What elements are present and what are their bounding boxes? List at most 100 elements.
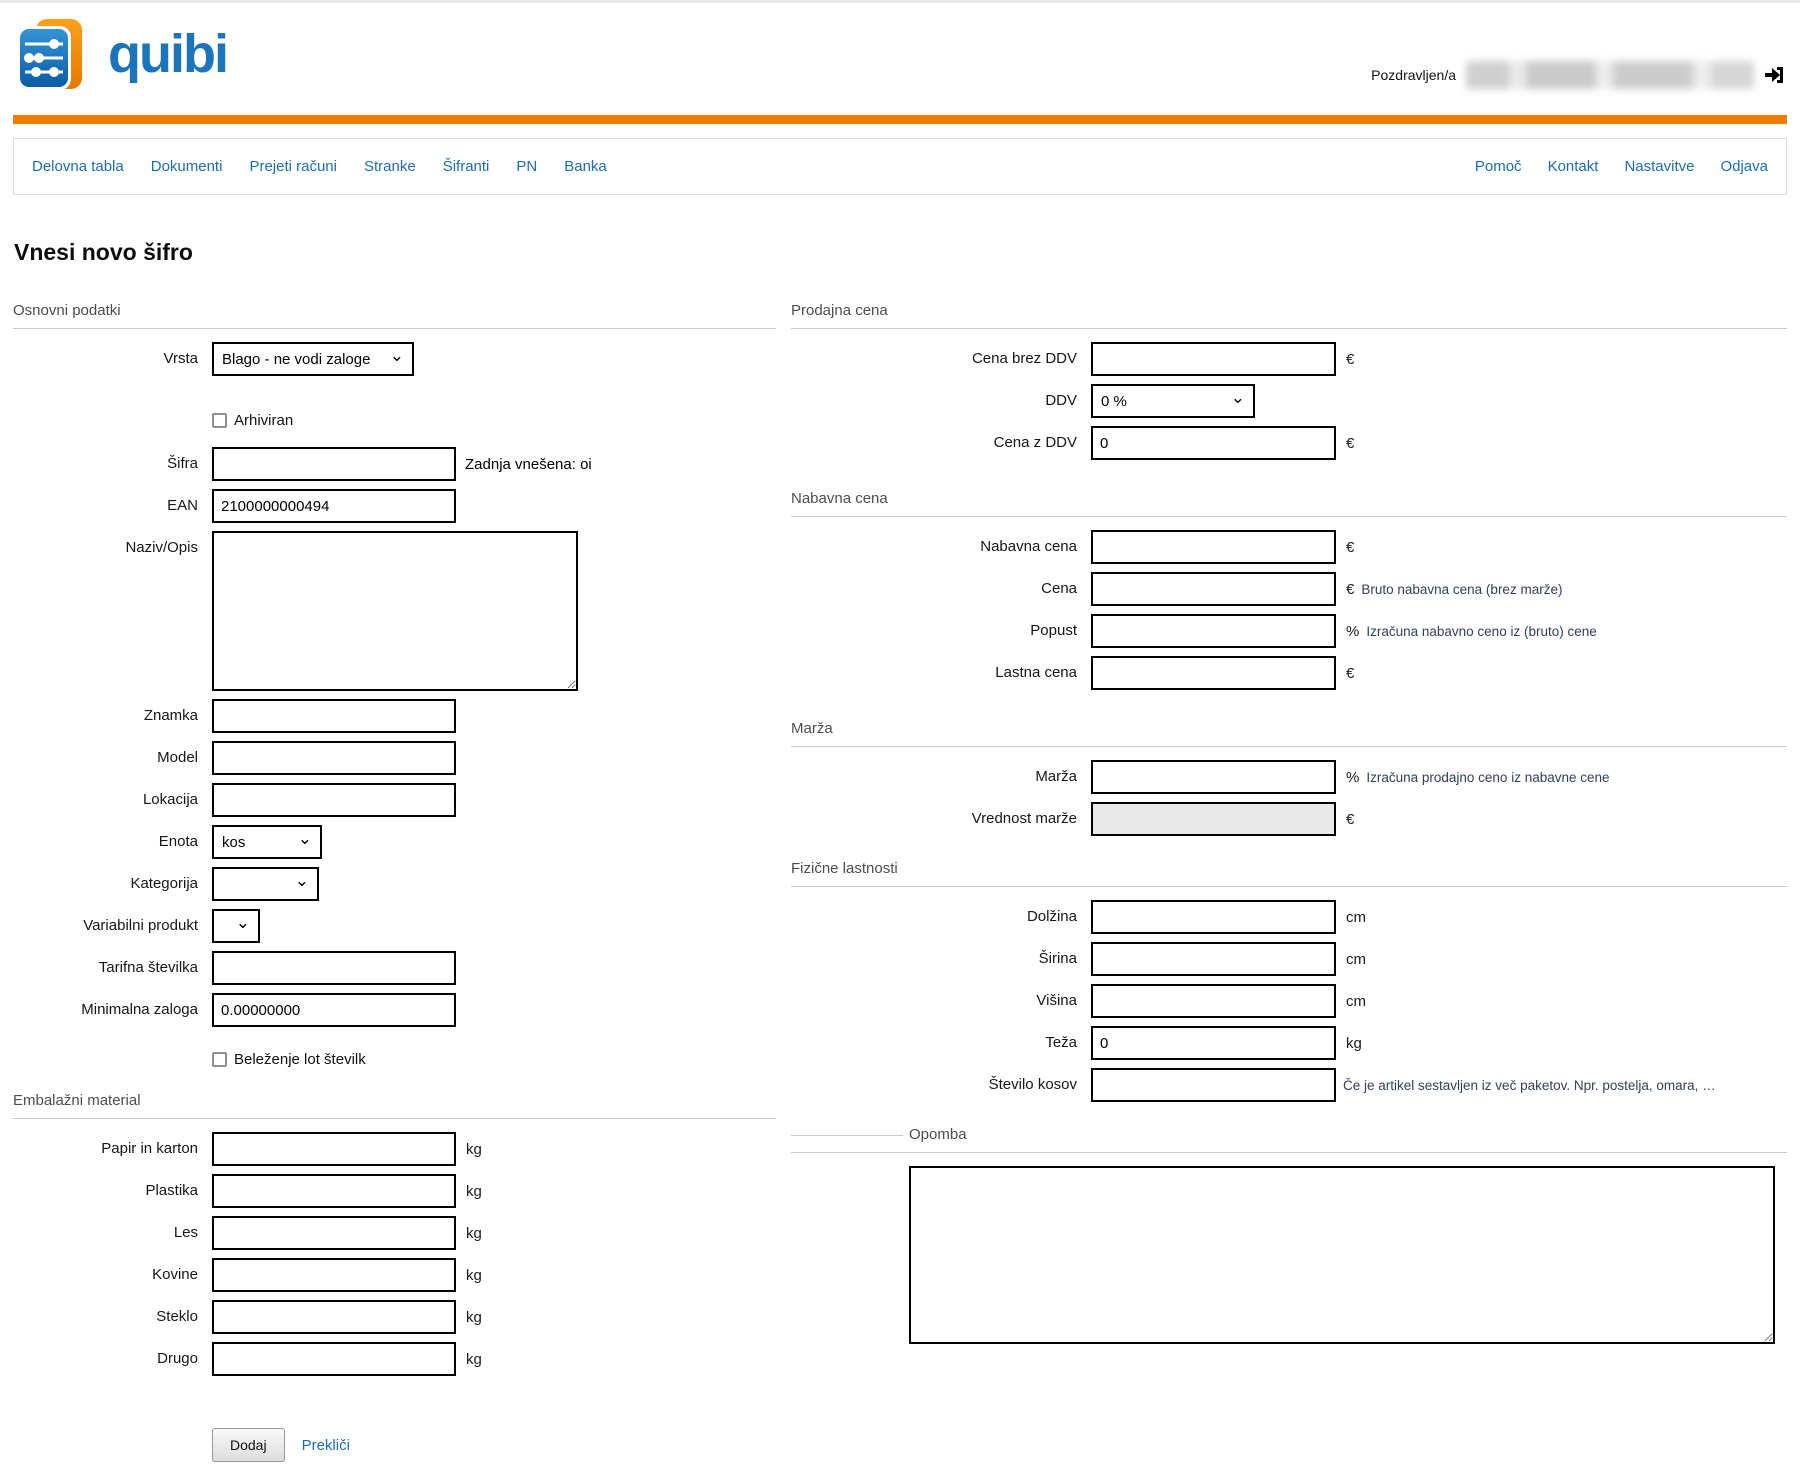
papir-in-karton-label: Papir in karton [101,1140,198,1157]
nav-item-stranke[interactable]: Stranke [363,158,416,175]
main-nav: Delovna tabla Dokumenti Prejeti računi S… [13,138,1787,195]
ddv-select[interactable]: 0 % ⌄ [1091,384,1255,418]
les-unit: kg [466,1224,482,1242]
nav-item-banka[interactable]: Banka [564,158,607,175]
cena-z-ddv-unit: € [1346,434,1355,452]
sifra-note: Zadnja vnešena: oi [465,455,592,473]
plastika-input[interactable] [212,1174,456,1208]
stevilo-kosov-hint: Če je artikel sestavljen iz več paketov.… [1343,1077,1716,1093]
belezenje-lot-checkbox[interactable] [212,1052,227,1067]
nabavna-cena-input[interactable] [1091,530,1336,564]
dolzina-input[interactable] [1091,900,1336,934]
teza-unit: kg [1346,1034,1362,1052]
vrednost-marze-input [1091,802,1336,836]
kategorija-select[interactable]: ⌄ [212,867,319,901]
opomba-textarea[interactable] [909,1166,1775,1344]
marza-input[interactable] [1091,760,1336,794]
kovine-input[interactable] [212,1258,456,1292]
lokacija-label: Lokacija [142,791,198,808]
cena-brez-ddv-unit: € [1346,350,1355,368]
cena-unit: € [1346,580,1355,598]
teza-label: Teža [1045,1034,1077,1051]
chevron-down-icon: ⌄ [389,346,404,365]
arhiviran-checkbox[interactable] [212,413,227,428]
preklici-link[interactable]: Prekliči [301,1436,350,1454]
vrednost-marze-label: Vrednost marže [971,810,1077,827]
vrsta-select[interactable]: Blago - ne vodi zaloge ⌄ [212,342,414,376]
nav-item-sifranti[interactable]: Šifranti [442,158,490,175]
nav-item-odjava[interactable]: Odjava [1720,158,1768,175]
cena-input[interactable] [1091,572,1336,606]
accent-bar [13,115,1787,124]
stevilo-kosov-label: Število kosov [988,1076,1077,1093]
enota-label: Enota [158,833,198,850]
drugo-unit: kg [466,1350,482,1368]
nav-item-nastavitve[interactable]: Nastavitve [1624,158,1695,175]
variabilni-produkt-label: Variabilni produkt [83,917,198,934]
ean-input[interactable] [212,489,456,523]
lastna-cena-unit: € [1346,664,1355,682]
nav-item-prejeti-racuni[interactable]: Prejeti računi [249,158,337,175]
minimalna-zaloga-input[interactable] [212,993,456,1027]
lastna-cena-input[interactable] [1091,656,1336,690]
sifra-label: Šifra [167,455,198,472]
logout-icon[interactable] [1764,66,1784,84]
dolzina-unit: cm [1346,908,1366,926]
sirina-input[interactable] [1091,942,1336,976]
chevron-down-icon: ⌄ [235,913,250,932]
drugo-input[interactable] [212,1342,456,1376]
cena-brez-ddv-label: Cena brez DDV [971,350,1077,367]
visina-input[interactable] [1091,984,1336,1018]
tarifna-stevilka-input[interactable] [212,951,456,985]
naziv-textarea[interactable] [212,531,578,691]
variabilni-produkt-select[interactable]: ⌄ [212,909,260,943]
marza-unit: % [1346,768,1360,786]
belezenje-lot-label: Beleženje lot številk [234,1051,366,1068]
sifra-input[interactable] [212,447,456,481]
lastna-cena-label: Lastna cena [995,664,1077,681]
les-input[interactable] [212,1216,456,1250]
cena-z-ddv-input[interactable] [1091,426,1336,460]
section-marza: Marža [791,720,1787,747]
teza-input[interactable] [1091,1026,1336,1060]
nav-item-pn[interactable]: PN [516,158,538,175]
popust-label: Popust [1030,622,1077,639]
section-opomba: Opomba [791,1126,1787,1153]
kategorija-label: Kategorija [130,875,198,892]
nabavna-cena-label: Nabavna cena [980,538,1077,555]
plastika-label: Plastika [145,1182,198,1199]
les-label: Les [173,1224,198,1241]
app-header: quibi Pozdravljen/a [0,3,1800,115]
visina-label: Višina [1036,992,1077,1009]
sirina-unit: cm [1346,950,1366,968]
page-title: Vnesi novo šifro [14,239,193,265]
popust-unit: % [1346,622,1360,640]
enota-select[interactable]: kos ⌄ [212,825,322,859]
model-label: Model [157,749,198,766]
steklo-input[interactable] [212,1300,456,1334]
brand-wordmark: quibi [108,24,229,84]
model-input[interactable] [212,741,456,775]
section-fizicne-lastnosti: Fizične lastnosti [791,860,1787,887]
stevilo-kosov-input[interactable] [1091,1068,1336,1102]
app-logo[interactable]: quibi [14,17,229,104]
vrednost-marze-unit: € [1346,810,1355,828]
abacus-logo-icon [14,17,86,104]
papir-unit: kg [466,1140,482,1158]
sirina-label: Širina [1038,950,1077,967]
nav-item-dokumenti[interactable]: Dokumenti [150,158,223,175]
dodaj-button[interactable]: Dodaj [212,1428,285,1462]
minimalna-zaloga-label: Minimalna zaloga [81,1001,198,1018]
cena-brez-ddv-input[interactable] [1091,342,1336,376]
vrsta-label: Vrsta [163,350,198,367]
chevron-down-icon: ⌄ [297,829,312,848]
nav-item-pomoc[interactable]: Pomoč [1474,158,1522,175]
popust-input[interactable] [1091,614,1336,648]
ddv-label: DDV [1045,392,1077,409]
znamka-input[interactable] [212,699,456,733]
nav-item-delovna-tabla[interactable]: Delovna tabla [32,158,124,175]
papir-in-karton-input[interactable] [212,1132,456,1166]
lokacija-input[interactable] [212,783,456,817]
drugo-label: Drugo [157,1350,198,1367]
nav-item-kontakt[interactable]: Kontakt [1547,158,1599,175]
